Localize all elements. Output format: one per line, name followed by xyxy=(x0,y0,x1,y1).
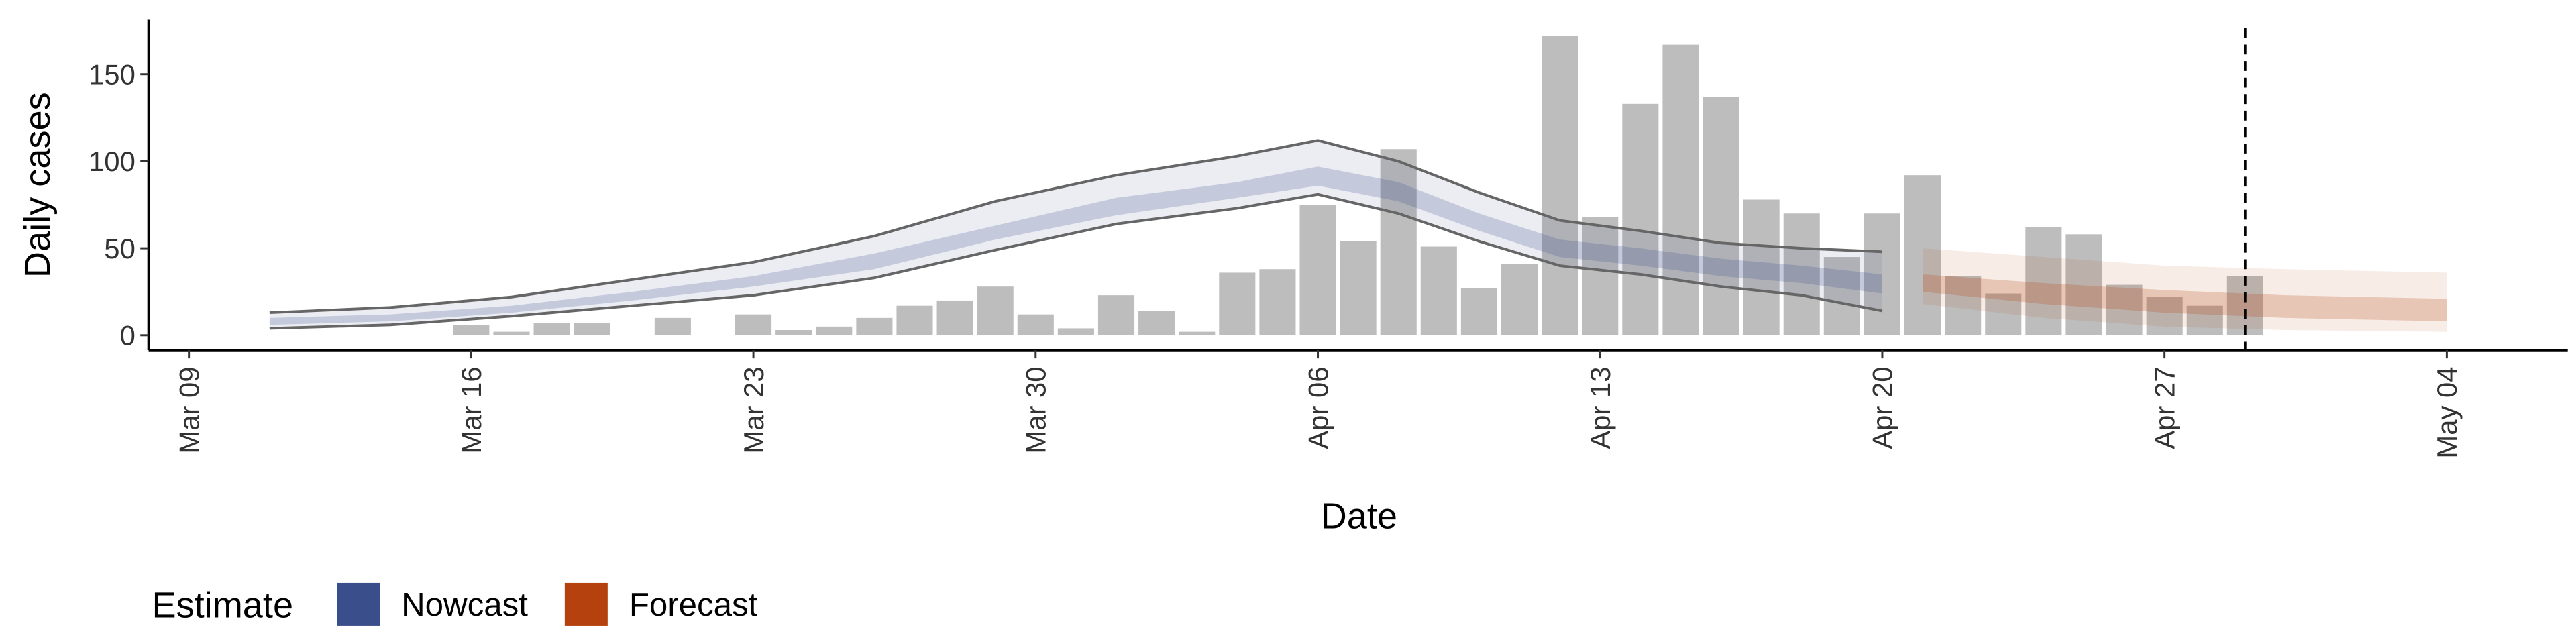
x-tick-label: Mar 16 xyxy=(455,366,487,453)
legend-title: Estimate xyxy=(152,586,293,626)
bar xyxy=(453,325,490,335)
legend-swatch xyxy=(564,582,608,626)
outer-band xyxy=(269,140,1882,329)
bar xyxy=(1662,44,1699,335)
bar xyxy=(1985,293,2022,335)
bar xyxy=(1097,295,1135,335)
bar xyxy=(2025,227,2062,335)
y-tick-label: 50 xyxy=(104,233,136,264)
y-axis-title: Daily cases xyxy=(17,92,58,278)
bar xyxy=(1380,149,1417,335)
x-tick-label: Apr 20 xyxy=(1867,366,1898,449)
bar xyxy=(493,331,530,335)
bar xyxy=(735,314,772,335)
y-tick-label: 150 xyxy=(89,58,136,90)
bar xyxy=(1057,328,1094,335)
bar xyxy=(1823,257,1860,335)
y-tick-label: 0 xyxy=(120,320,136,352)
bar xyxy=(1299,205,1336,335)
bar xyxy=(775,330,812,335)
bar xyxy=(896,305,933,335)
x-tick-label: Apr 06 xyxy=(1302,366,1334,449)
bar xyxy=(856,317,893,335)
inner-band xyxy=(269,166,1882,325)
x-tick-label: Apr 13 xyxy=(1585,366,1616,449)
bar xyxy=(977,286,1014,335)
bar xyxy=(936,300,973,335)
bar xyxy=(1340,241,1377,335)
bar xyxy=(1743,199,1780,335)
inner-band xyxy=(1923,274,2447,322)
bar xyxy=(1219,272,1256,335)
bar xyxy=(2065,234,2102,335)
band-edge xyxy=(269,193,1883,330)
bar xyxy=(1945,276,1982,335)
bar xyxy=(1420,246,1457,335)
legend-label: Nowcast xyxy=(401,586,528,623)
x-tick-label: Mar 23 xyxy=(738,366,769,453)
x-tick-label: May 04 xyxy=(2431,366,2463,458)
bar xyxy=(2186,305,2223,335)
x-tick-label: Apr 27 xyxy=(2149,366,2180,449)
bar xyxy=(654,317,691,335)
y-tick-label: 100 xyxy=(89,146,136,177)
bar xyxy=(1622,103,1659,335)
bar xyxy=(1904,175,1941,335)
bar xyxy=(2146,297,2183,335)
legend-label: Forecast xyxy=(629,586,758,623)
bar xyxy=(1138,311,1175,335)
x-tick-label: Mar 09 xyxy=(173,366,205,453)
bar xyxy=(574,323,610,335)
bar xyxy=(816,326,853,335)
bar xyxy=(2106,284,2143,335)
bar xyxy=(1703,97,1739,335)
bar xyxy=(1783,213,1820,335)
bar xyxy=(1460,288,1497,335)
bar xyxy=(1501,264,1538,335)
bar xyxy=(1864,213,1900,335)
x-tick-label: Mar 30 xyxy=(1020,366,1052,453)
x-axis-title: Date xyxy=(1321,496,1397,537)
bar xyxy=(1017,314,1054,335)
bar xyxy=(1582,217,1619,335)
legend-swatch xyxy=(337,582,380,626)
band-edge xyxy=(269,139,1883,315)
bar xyxy=(1179,331,1216,335)
outer-band xyxy=(1923,248,2447,332)
bar xyxy=(533,323,570,335)
bar xyxy=(1542,36,1578,335)
bar xyxy=(1259,269,1296,335)
